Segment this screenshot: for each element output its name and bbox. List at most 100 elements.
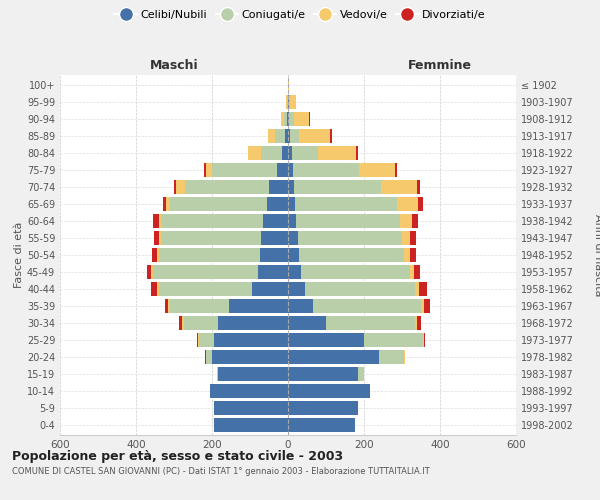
Bar <box>184 316 218 330</box>
Text: COMUNE DI CASTEL SAN GIOVANNI (PC) - Dati ISTAT 1° gennaio 2003 - Elaborazione T: COMUNE DI CASTEL SAN GIOVANNI (PC) - Dat… <box>12 468 430 476</box>
Bar <box>309 112 310 126</box>
Bar <box>161 231 262 245</box>
Bar <box>198 333 199 347</box>
Bar <box>159 248 260 262</box>
Bar <box>260 248 288 262</box>
Bar <box>263 214 288 228</box>
Bar <box>285 129 288 143</box>
Bar <box>199 333 214 347</box>
Bar <box>206 163 212 177</box>
Bar <box>288 265 301 279</box>
Text: Popolazione per età, sesso e stato civile - 2003: Popolazione per età, sesso e stato civil… <box>12 450 343 463</box>
Bar <box>290 95 296 109</box>
Bar <box>410 231 416 245</box>
Bar <box>288 129 290 143</box>
Bar <box>218 316 288 330</box>
Bar <box>395 163 397 177</box>
Bar <box>404 248 410 262</box>
Bar <box>326 316 415 330</box>
Bar <box>423 333 424 347</box>
Bar <box>288 112 289 126</box>
Bar <box>288 231 298 245</box>
Bar <box>212 350 288 364</box>
Bar <box>289 95 290 109</box>
Bar <box>179 316 182 330</box>
Bar <box>289 112 294 126</box>
Bar <box>288 180 294 194</box>
Bar <box>288 367 358 381</box>
Bar <box>176 180 185 194</box>
Bar <box>151 265 153 279</box>
Bar <box>288 163 293 177</box>
Bar <box>168 299 170 313</box>
Bar <box>356 146 358 160</box>
Bar <box>157 282 159 296</box>
Bar <box>153 214 159 228</box>
Bar <box>286 95 287 109</box>
Bar <box>284 112 287 126</box>
Bar <box>205 350 206 364</box>
Bar <box>294 112 309 126</box>
Bar <box>299 129 330 143</box>
Bar <box>277 163 288 177</box>
Bar <box>301 265 410 279</box>
Bar <box>417 316 421 330</box>
Bar <box>288 418 355 432</box>
Bar <box>159 282 252 296</box>
Bar <box>288 299 313 313</box>
Bar <box>283 146 288 160</box>
Bar <box>295 197 397 211</box>
Bar <box>206 350 212 364</box>
Bar <box>269 180 288 194</box>
Bar <box>424 333 425 347</box>
Bar <box>153 265 257 279</box>
Bar <box>404 350 406 364</box>
Bar <box>287 112 288 126</box>
Bar <box>170 299 229 313</box>
Text: Maschi: Maschi <box>149 60 199 72</box>
Bar <box>217 367 218 381</box>
Bar <box>163 197 166 211</box>
Bar <box>151 282 157 296</box>
Bar <box>210 384 288 398</box>
Y-axis label: Fasce di età: Fasce di età <box>14 222 24 288</box>
Bar <box>358 367 364 381</box>
Bar <box>281 112 284 126</box>
Bar <box>418 197 423 211</box>
Bar <box>288 248 299 262</box>
Bar <box>262 231 288 245</box>
Bar <box>182 316 184 330</box>
Bar <box>319 146 356 160</box>
Bar <box>267 197 288 211</box>
Bar <box>170 197 267 211</box>
Bar <box>364 333 423 347</box>
Bar <box>410 265 414 279</box>
Bar <box>293 163 359 177</box>
Bar <box>379 350 404 364</box>
Bar <box>330 129 332 143</box>
Bar <box>296 214 400 228</box>
Bar <box>288 95 289 109</box>
Bar <box>248 146 262 160</box>
Bar <box>159 214 161 228</box>
Bar <box>288 350 379 364</box>
Bar <box>288 282 305 296</box>
Bar <box>252 282 288 296</box>
Legend: Celibi/Nubili, Coniugati/e, Vedovi/e, Divorziati/e: Celibi/Nubili, Coniugati/e, Vedovi/e, Di… <box>110 6 490 25</box>
Bar <box>288 214 296 228</box>
Bar <box>415 316 417 330</box>
Bar <box>294 180 381 194</box>
Bar <box>288 333 364 347</box>
Bar <box>214 418 288 432</box>
Bar <box>288 78 289 92</box>
Bar <box>412 214 418 228</box>
Y-axis label: Anni di nascita: Anni di nascita <box>593 214 600 296</box>
Bar <box>288 316 326 330</box>
Bar <box>152 248 157 262</box>
Bar <box>185 180 269 194</box>
Bar <box>414 265 420 279</box>
Bar <box>424 299 430 313</box>
Bar <box>205 163 206 177</box>
Bar <box>381 180 417 194</box>
Bar <box>305 282 415 296</box>
